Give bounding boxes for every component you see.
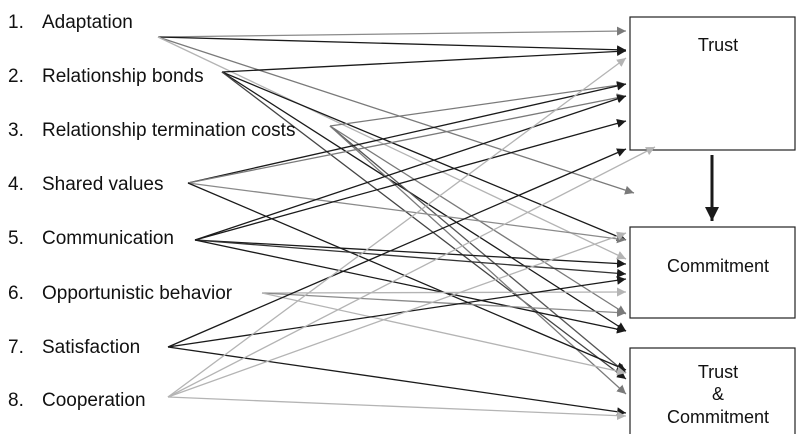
- variable-number: 3.: [8, 120, 24, 141]
- arrow-communication-to-commitment-b: [194, 239, 627, 278]
- variable-item: 5. Communication: [8, 228, 174, 249]
- variable-item: 4. Shared values: [8, 174, 163, 195]
- arrow-bonds-to-both-b: [221, 71, 627, 380]
- arrow-termination-to-both-a: [329, 125, 627, 374]
- variable-number: 6.: [8, 283, 24, 304]
- arrow-adaptation-to-commitment: [157, 36, 627, 260]
- variable-number: 4.: [8, 174, 24, 195]
- trust-and-commitment-box-frame: [629, 347, 796, 434]
- arrow-opportunistic-to-both: [261, 292, 627, 376]
- variable-item: 8. Cooperation: [8, 390, 146, 411]
- variable-item: 1. Adaptation: [8, 12, 133, 33]
- variable-label: Relationship bonds: [42, 66, 204, 87]
- trust-and-commitment-line3: Commitment: [667, 407, 769, 427]
- variable-item: 2. Relationship bonds: [8, 66, 204, 87]
- arrow-satisfaction-to-both: [167, 346, 627, 417]
- variable-label: Opportunistic behavior: [42, 283, 233, 304]
- arrows: [157, 26, 656, 421]
- variable-number: 2.: [8, 66, 24, 87]
- trust-box-frame: [629, 16, 796, 151]
- commitment-box-label: Commitment: [667, 256, 769, 276]
- variable-number: 5.: [8, 228, 24, 249]
- variable-number: 8.: [8, 390, 24, 411]
- arrow-adaptation-to-trust-a: [157, 26, 627, 38]
- variable-number: 1.: [8, 12, 24, 33]
- arrow-communication-to-trust-a: [194, 119, 627, 241]
- arrow-satisfaction-to-commitment: [167, 275, 627, 348]
- arrow-bonds-to-both-a: [221, 71, 627, 332]
- trust-box: Trust: [629, 16, 796, 151]
- variable-label: Satisfaction: [42, 337, 140, 358]
- arrow-termination-to-trust: [329, 80, 627, 127]
- arrow-shared-values-to-trust-b: [187, 93, 627, 184]
- arrow-satisfaction-to-trust: [167, 148, 627, 348]
- commitment-box-frame: [629, 226, 796, 319]
- variable-list: 1. Adaptation 2. Relationship bonds 3. R…: [8, 12, 295, 411]
- arrow-cooperation-to-both: [167, 396, 627, 421]
- variable-label: Cooperation: [42, 390, 146, 411]
- commitment-box: Commitment: [629, 226, 796, 319]
- arrow-opportunistic-to-commitment-a: [261, 287, 627, 297]
- variable-item: 7. Satisfaction: [8, 337, 140, 358]
- arrow-adaptation-to-trust-b: [157, 36, 627, 55]
- arrow-bonds-to-trust: [221, 46, 627, 73]
- arrow-termination-to-commitment: [329, 125, 627, 315]
- arrow-termination-to-both-b: [329, 125, 627, 395]
- variable-label: Communication: [42, 228, 174, 249]
- arrow-communication-to-trust-b: [194, 94, 627, 241]
- variable-item: 3. Relationship termination costs: [8, 120, 295, 141]
- arrow-shared-values-to-both: [187, 182, 627, 371]
- variable-number: 7.: [8, 337, 24, 358]
- arrow-communication-to-commitment-a: [194, 239, 627, 268]
- variable-label: Adaptation: [42, 12, 133, 33]
- arrow-cooperation-to-trust-b: [167, 146, 656, 398]
- variable-label: Shared values: [42, 174, 163, 195]
- trust-and-commitment-box: Trust & Commitment: [629, 347, 796, 434]
- arrow-shared-values-to-trust-a: [187, 81, 627, 184]
- arrow-adaptation-to-gap: [157, 36, 635, 195]
- variable-label: Relationship termination costs: [42, 120, 295, 141]
- arrow-cooperation-to-commitment: [167, 231, 627, 398]
- arrow-opportunistic-to-commitment-b: [261, 292, 627, 317]
- trust-and-commitment-line2: &: [712, 384, 724, 404]
- variable-item: 6. Opportunistic behavior: [8, 283, 233, 304]
- arrow-bonds-to-commitment: [221, 71, 627, 241]
- arrow-cooperation-to-trust-a: [167, 57, 627, 398]
- trust-and-commitment-line1: Trust: [698, 362, 738, 382]
- trust-box-label: Trust: [698, 35, 738, 55]
- arrow-communication-to-both: [194, 239, 627, 334]
- arrow-shared-values-to-commitment: [187, 182, 627, 244]
